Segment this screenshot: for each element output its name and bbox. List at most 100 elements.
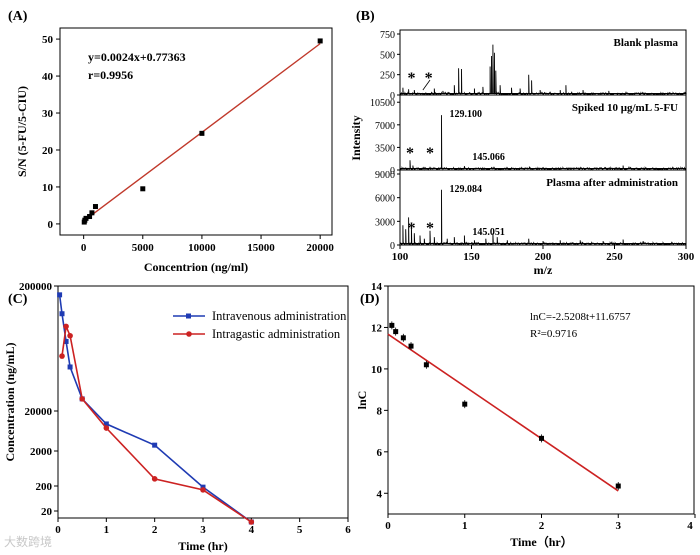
panel-d-label: (D) — [360, 292, 380, 307]
panel-b-xtick-label: 150 — [463, 251, 480, 263]
panel-d-xtick-label: 1 — [462, 520, 468, 532]
panel-a-xlabel: Concentrion (ng/ml) — [144, 260, 248, 274]
panel-d-r2: R²=0.9716 — [530, 328, 578, 340]
panel-b-star-marker: * — [407, 220, 415, 237]
panel-b-spectrum — [399, 189, 687, 246]
panel-d-point — [615, 483, 621, 489]
panel-c-xtick-label: 6 — [345, 524, 351, 536]
panel-c-point-ig — [200, 487, 206, 493]
panel-d-ytick-label: 10 — [371, 364, 383, 376]
panel-d-ytick-label: 6 — [377, 447, 383, 459]
panel-b-ytick-label: 10500 — [370, 98, 395, 109]
panel-a-r-value: r=0.9956 — [88, 68, 133, 82]
panel-d-point — [408, 343, 414, 349]
panel-d-xtick-label: 4 — [687, 520, 693, 532]
panel-a-xtick-label: 20000 — [306, 242, 334, 254]
panel-b-ytick-label: 3000 — [375, 217, 395, 228]
panel-b-ytick-label: 7000 — [375, 121, 395, 132]
panel-d-point — [389, 322, 395, 328]
panel-b-spectrum-title: Plasma after administration — [546, 177, 678, 189]
panel-d-point — [423, 362, 429, 368]
panel-b-spectrum — [400, 115, 687, 171]
panel-d-fit-line — [387, 333, 619, 492]
panel-a-frame — [59, 27, 333, 236]
panel-c-ytick-label: 20 — [41, 506, 53, 518]
panel-b-spectrum-title: Blank plasma — [614, 37, 679, 49]
panel-c-point-ig — [248, 519, 255, 525]
panel-b-ylabel: Intensity — [349, 115, 363, 160]
panel-c-ytick-label: 200000 — [19, 281, 53, 293]
panel-b-ytick-label: 0 — [390, 166, 395, 177]
panel-c-xlabel: Time (hr) — [178, 539, 227, 553]
panel-d-ytick-label: 4 — [377, 488, 383, 500]
panel-c-series-line — [61, 323, 252, 523]
panel-a-xtick-label: 5000 — [132, 242, 155, 254]
panel-c-legend-label: Intravenous administration — [212, 309, 347, 323]
panel-a-ytick-label: 20 — [42, 145, 54, 157]
panel-d-point — [400, 335, 406, 341]
panel-c-point-ig — [67, 332, 73, 339]
panel-c-ytick-label: 200 — [36, 481, 53, 493]
panel-b-xtick-label: 100 — [392, 251, 409, 263]
panel-a-point — [87, 214, 93, 220]
panel-c-point-ig — [103, 425, 110, 431]
panel-b-star-marker: * — [406, 145, 414, 162]
panel-b-label: (B) — [356, 9, 375, 24]
panel-c-point-iv — [67, 364, 73, 370]
panel-c-xtick-label: 2 — [152, 524, 158, 536]
panel-b-star-marker: * — [426, 220, 434, 237]
panel-c-point-ig — [59, 353, 65, 359]
panel-d-equation: lnC=-2.5208t+11.6757 — [530, 311, 631, 323]
panel-b-spectrum — [399, 44, 687, 96]
panel-a-ytick-label: 30 — [42, 108, 54, 120]
panel-b-star-marker: * — [425, 70, 433, 87]
panel-b-ytick-label: 500 — [380, 50, 395, 61]
panel-c-ylabel: Concentration (ng/mL) — [3, 343, 17, 462]
panel-b-ytick-label: 3500 — [375, 143, 395, 154]
panel-d-xtick-label: 0 — [385, 520, 391, 532]
panel-a-xtick-label: 0 — [81, 242, 87, 254]
panel-c-legend-marker — [186, 313, 191, 319]
panel-c-label: (C) — [8, 292, 28, 307]
panel-d-ylabel: lnC — [355, 391, 369, 410]
panel-a-point — [140, 186, 146, 192]
panel-b-xtick-label: 250 — [606, 251, 623, 263]
panel-c-point-iv — [57, 292, 63, 298]
panel-c-ytick-label: 20000 — [25, 406, 53, 418]
panel-c-point-ig — [79, 396, 85, 402]
panel-d-point — [462, 401, 468, 407]
panel-b-ytick-label: 0 — [390, 91, 395, 102]
panel-b-xtick-label: 200 — [535, 251, 552, 263]
panel-d-ytick-label: 8 — [377, 405, 383, 417]
panel-b-peak-label: 145.051 — [472, 227, 505, 238]
panel-b-ytick-label: 750 — [380, 30, 395, 41]
panel-c-point-ig — [63, 323, 69, 330]
watermark-text: 大数跨境 — [4, 535, 53, 549]
panel-a-point — [83, 215, 89, 221]
panel-b-peak-label: 129.084 — [449, 184, 482, 195]
panel-d-point — [393, 329, 399, 335]
panel-c-point-iv — [152, 442, 158, 448]
panel-d-xtick-label: 2 — [539, 520, 545, 532]
panel-c-point-iv — [103, 421, 109, 427]
panel-b-ytick-label: 6000 — [375, 194, 395, 205]
panel-d-xtick-label: 3 — [616, 520, 622, 532]
panel-d-point — [539, 435, 544, 441]
panel-a-ytick-label: 40 — [42, 71, 54, 83]
panel-a-xtick-label: 15000 — [247, 242, 275, 254]
panel-c-legend-marker — [186, 331, 192, 337]
watermark: 大数跨境 — [4, 533, 52, 550]
panel-b-spectrum-title: Spiked 10 μg/mL 5-FU — [572, 102, 678, 114]
panel-a-point — [199, 130, 205, 136]
panel-a-ytick-label: 50 — [42, 34, 54, 46]
panel-a-point — [89, 210, 95, 216]
panel-d-xlabel: Time（hr） — [510, 534, 572, 549]
panel-b-star-marker: * — [426, 145, 434, 162]
panel-a-equation: y=0.0024x+0.77363 — [88, 50, 186, 64]
panel-a-xtick-label: 10000 — [188, 242, 216, 254]
panel-b-xtick-label: 300 — [678, 251, 695, 263]
panel-c-point-iv — [59, 311, 65, 317]
panel-a-label: (A) — [8, 9, 28, 24]
panel-b-ytick-label: 250 — [380, 71, 395, 82]
